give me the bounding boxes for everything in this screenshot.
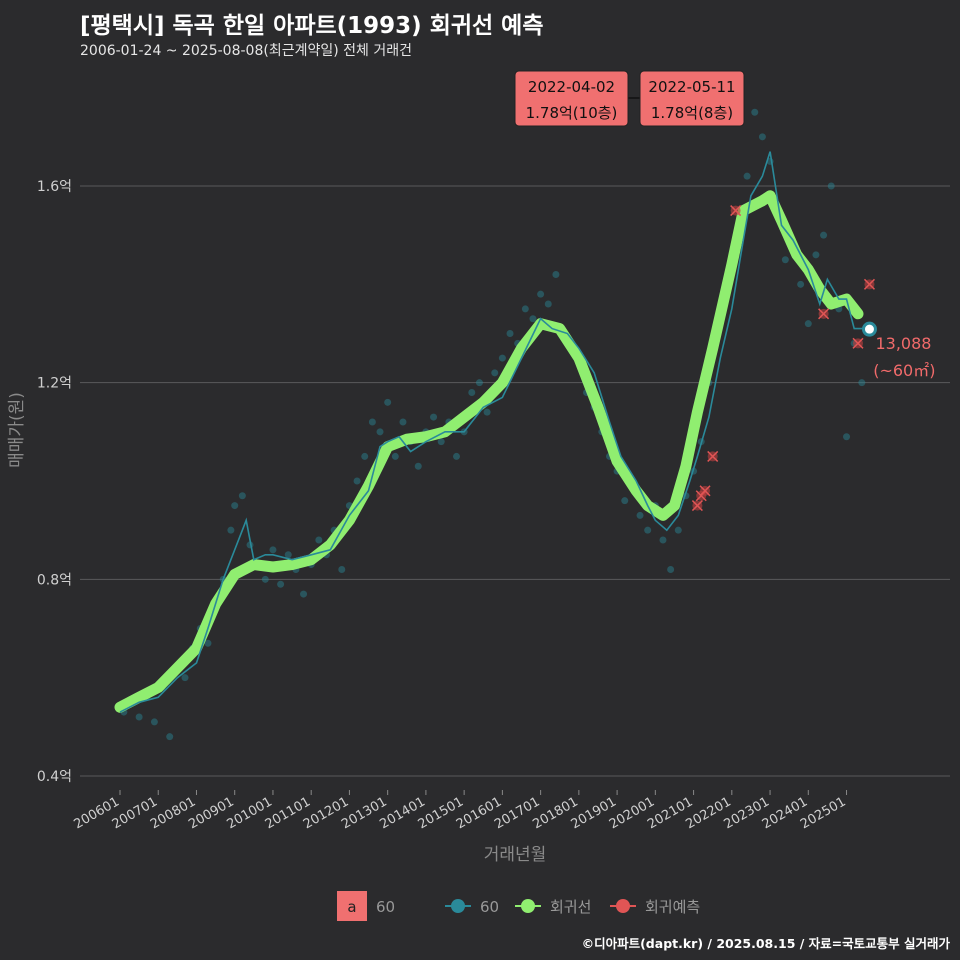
forecast-cross (691, 500, 703, 512)
forecast-cross (730, 205, 742, 217)
latest-point: 13,088 (~60㎡) (861, 321, 935, 380)
scatter-point (506, 330, 514, 337)
y-axis-ticks: 0.4억 0.8억 1.2억 1.6억 (37, 179, 72, 785)
legend-label: 60 (480, 898, 499, 916)
scatter-point (353, 477, 361, 485)
forecast-cross (863, 278, 876, 290)
scatter-point (781, 256, 789, 264)
scatter-point (391, 452, 399, 460)
scatter-point (644, 526, 652, 534)
scatter-point (361, 452, 369, 460)
annotation-date: 2022-04-02 (528, 78, 615, 96)
legend-area-swatch (337, 891, 367, 921)
scatter-point (820, 231, 828, 239)
scatter-point (858, 379, 866, 387)
y-tick-label: 0.4억 (37, 769, 72, 785)
forecast-cross (852, 337, 864, 349)
scatter-point (674, 526, 682, 534)
scatter-point (376, 428, 384, 436)
scatter-point (843, 433, 851, 441)
chart-subtitle: 2006-01-24 ~ 2025-08-08(최근계약일) 전체 거래건 (80, 43, 412, 59)
latest-point-marker (861, 321, 877, 337)
scatter-point (636, 511, 644, 519)
scatter-point (437, 438, 445, 446)
scatter-point (667, 566, 675, 573)
legend: a 60 60 회귀선 회귀예측 (337, 891, 700, 921)
scatter-point (414, 462, 422, 470)
scatter-point (261, 575, 269, 583)
scatter-point (804, 320, 812, 328)
grid-lines (80, 185, 950, 777)
legend-marker (521, 899, 535, 913)
scatter-point (483, 408, 491, 416)
legend-area-box-label: a (347, 898, 356, 916)
annotation-box (639, 70, 745, 127)
scatter-point (166, 733, 174, 741)
scatter-point (552, 271, 560, 278)
annotations: 2022-04-02 1.78억(10층) 2022-05-11 1.78억(8층) (514, 70, 745, 127)
regression-line (114, 190, 864, 713)
scatter-point (227, 526, 235, 534)
scatter-point (269, 546, 277, 554)
average-line (119, 151, 866, 713)
latest-area-label: (~60㎡) (873, 361, 935, 380)
y-tick-label: 1.6억 (37, 179, 72, 195)
scatter-point (758, 133, 766, 141)
scatter-point (300, 590, 308, 598)
scatter-point (812, 251, 820, 259)
scatter-point (399, 418, 407, 426)
scatter-point (135, 713, 143, 721)
scatter-point (797, 280, 805, 288)
y-axis-label: 매매가(원) (7, 392, 27, 468)
y-tick-label: 1.2억 (37, 376, 72, 392)
scatter-point (150, 718, 158, 726)
forecast-cross (707, 450, 719, 462)
scatter-point (659, 536, 667, 544)
scatter-point (368, 418, 376, 426)
scatter-point (743, 172, 751, 180)
scatter-point (277, 580, 285, 588)
scatter-point (284, 551, 292, 559)
forecast-cross (699, 485, 711, 497)
credit-text: ©디아파트(dapt.kr) / 2025.08.15 / 자료=국토교통부 실… (581, 936, 950, 951)
scatter-point (521, 305, 529, 313)
scatter-point (231, 502, 239, 510)
latest-price-label: 13,088 (875, 334, 931, 353)
scatter-point (384, 398, 392, 406)
annotation-box (514, 70, 629, 127)
forecast-cross (818, 308, 830, 320)
scatter-point (468, 389, 476, 396)
legend-label: 회귀예측 (645, 898, 700, 916)
scatter-point (751, 108, 759, 116)
legend-marker (451, 899, 465, 913)
scatter-point (537, 290, 545, 298)
scatter-point (181, 674, 189, 682)
annotation-price: 1.78억(8층) (651, 104, 733, 122)
legend-marker (616, 899, 630, 913)
forecast-markers (691, 205, 876, 512)
x-axis-ticks: 2006012007012008012009012010012011012012… (72, 790, 849, 832)
scatter-point (204, 639, 212, 647)
legend-area-label: 60 (376, 898, 395, 916)
annotation-date: 2022-05-11 (648, 78, 735, 96)
x-axis-label: 거래년월 (484, 845, 547, 865)
series-lines (114, 151, 866, 713)
scatter-point (544, 300, 552, 308)
scatter-point (491, 369, 499, 377)
scatter-point (315, 536, 323, 544)
y-tick-label: 0.8억 (37, 572, 72, 588)
scatter-point (238, 492, 246, 500)
legend-label: 회귀선 (550, 898, 591, 916)
scatter-point (498, 354, 506, 362)
scatter-point (475, 379, 483, 387)
scatter-point (529, 315, 537, 323)
scatter-point (338, 566, 346, 573)
annotation-price: 1.78억(10층) (526, 104, 618, 122)
scatter-point (430, 413, 438, 421)
chart-title: [평택시] 독곡 한일 아파트(1993) 회귀선 예측 (80, 13, 544, 39)
scatter-point (621, 497, 629, 505)
scatter-point (827, 182, 835, 190)
scatter-point (452, 452, 460, 460)
